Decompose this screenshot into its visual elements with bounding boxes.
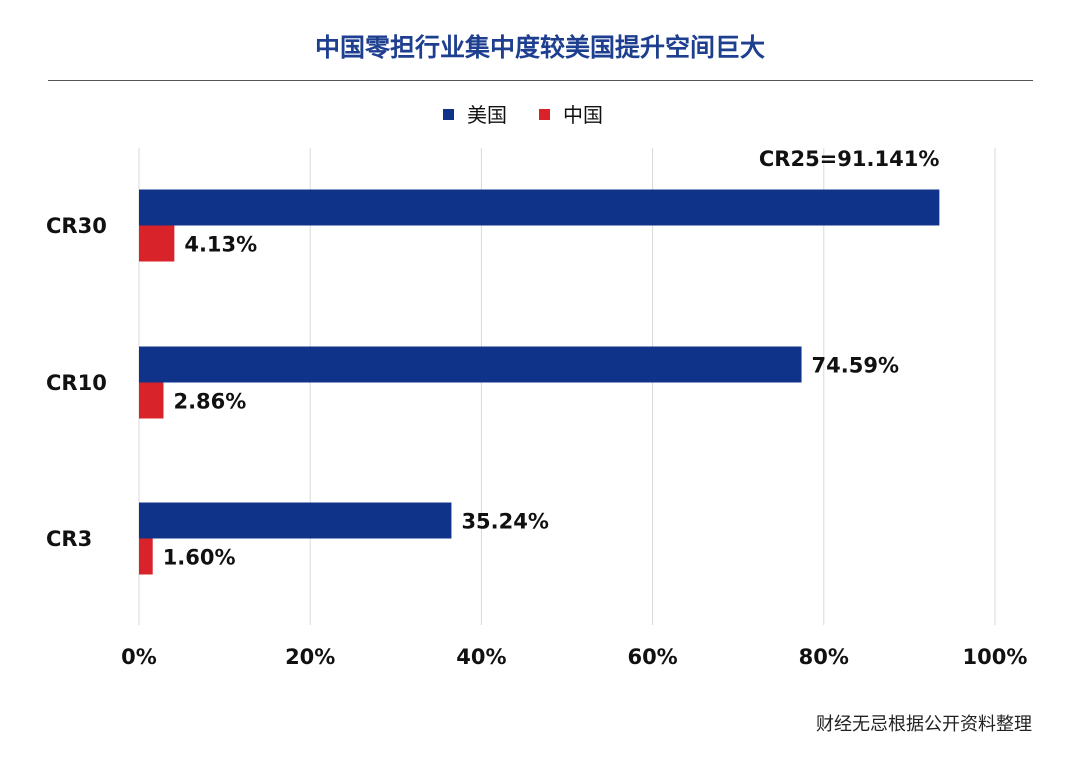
bar-us	[139, 189, 940, 226]
bar-cn	[139, 382, 164, 419]
legend-label: 中国	[563, 103, 603, 127]
x-tick-label: 80%	[799, 645, 849, 669]
x-tick-label: 0%	[121, 645, 157, 669]
bar-us	[139, 346, 802, 383]
x-tick-label: 100%	[963, 645, 1028, 669]
title-divider	[48, 80, 1033, 81]
legend-label: 美国	[467, 103, 507, 127]
bar-cn	[139, 538, 153, 575]
data-label: 1.60%	[163, 546, 236, 570]
bar-us	[139, 502, 452, 539]
data-label: 35.24%	[461, 510, 548, 534]
x-tick-label: 40%	[456, 645, 506, 669]
data-label: CR25=91.141%	[759, 147, 939, 171]
data-label: 2.86%	[173, 390, 246, 414]
category-label: CR30	[46, 214, 107, 238]
source-note: 财经无忌根据公开资料整理	[816, 714, 1032, 735]
legend-swatch	[443, 109, 454, 120]
bar-cn	[139, 225, 175, 262]
category-label: CR3	[46, 527, 92, 551]
x-tick-label: 60%	[627, 645, 677, 669]
data-label: 4.13%	[184, 233, 257, 257]
legend-swatch	[539, 109, 550, 120]
chart-title: 中国零担行业集中度较美国提升空间巨大	[314, 33, 765, 62]
x-tick-label: 20%	[285, 645, 335, 669]
category-label: CR10	[46, 371, 107, 395]
data-label: 74.59%	[812, 354, 899, 378]
